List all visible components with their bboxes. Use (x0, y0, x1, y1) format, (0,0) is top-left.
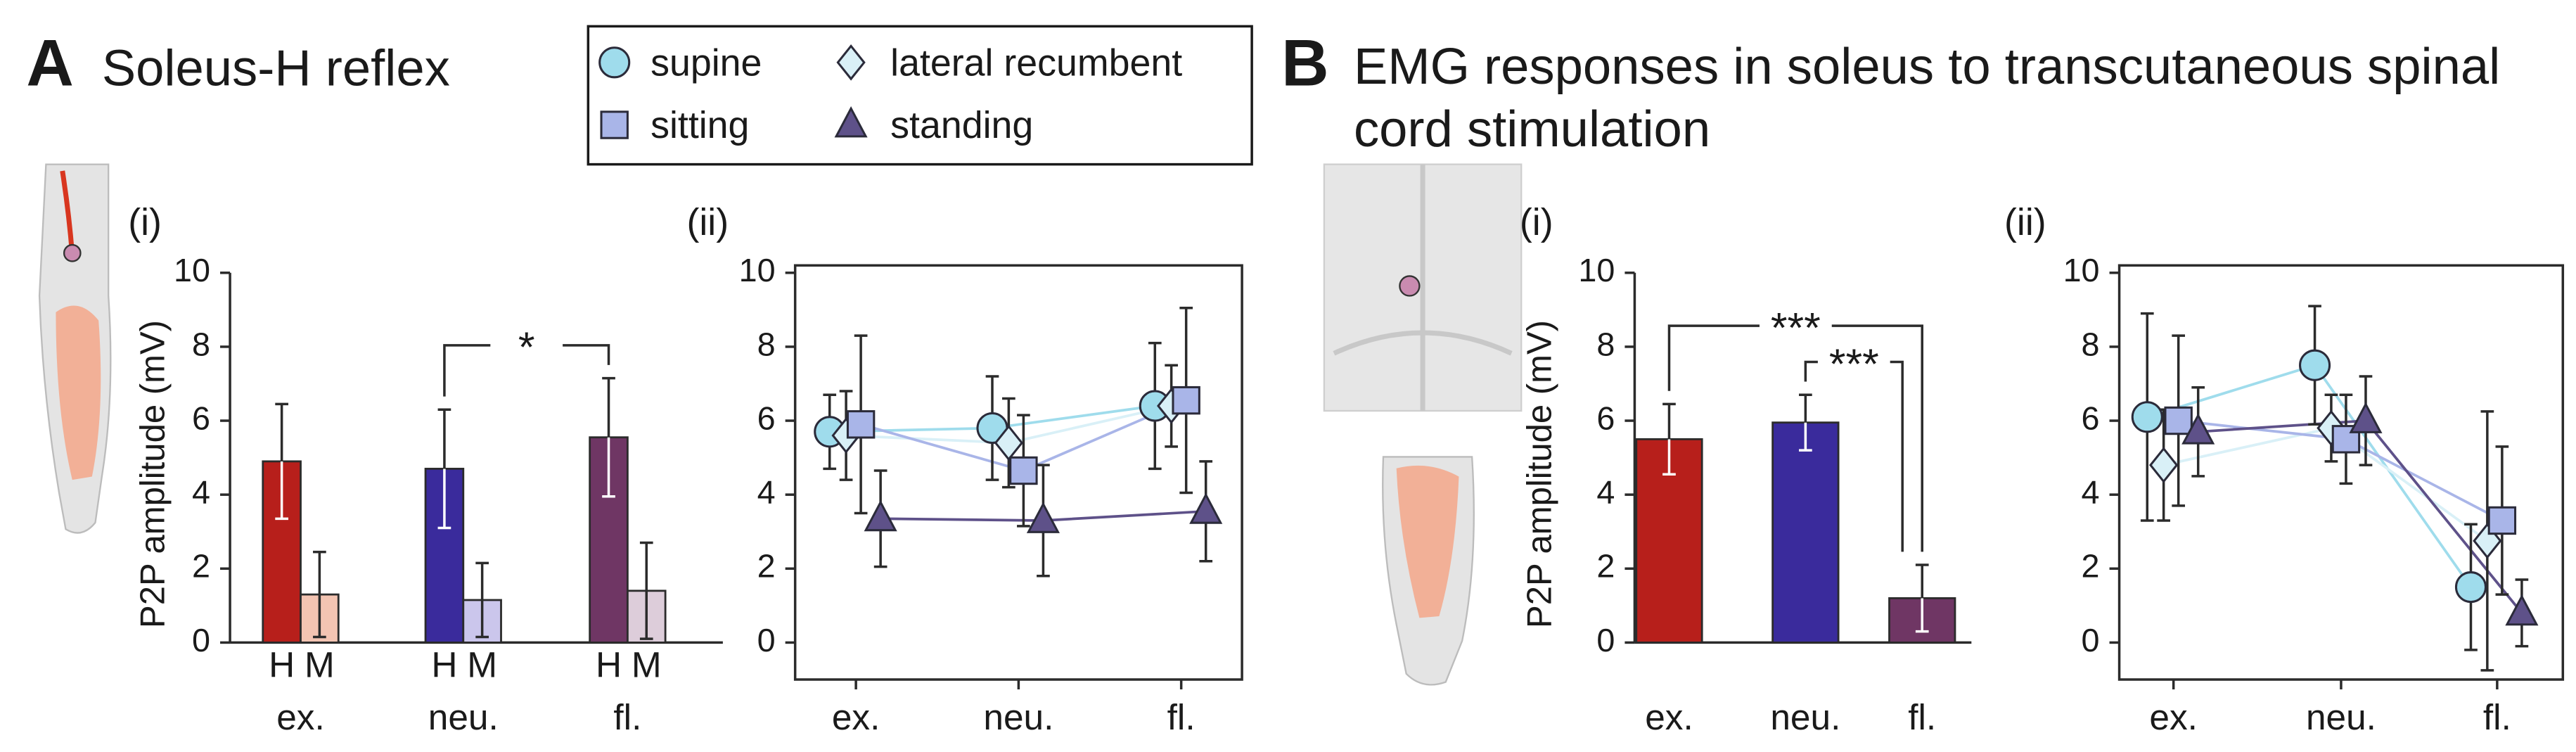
legend-box (587, 25, 1253, 166)
subpanel-label: (ii) (2004, 201, 2046, 243)
significance-bg (1817, 348, 1890, 376)
marker-triangle (1189, 492, 1223, 524)
x-tick-label: fl. (1908, 696, 1936, 737)
bar-series-label: H (596, 644, 622, 684)
marker-circle (2299, 349, 2331, 381)
panel-letter: B (1281, 25, 1328, 99)
y-tick-label: 2 (1596, 548, 1615, 585)
marker-circle (2454, 571, 2487, 604)
y-tick-label: 4 (1596, 474, 1615, 511)
y-tick-label: 4 (757, 474, 776, 511)
subpanel-label: (i) (128, 201, 162, 243)
leg-illustration (1382, 456, 1475, 686)
legend-marker (598, 46, 631, 79)
legend-label: lateral recumbent (890, 42, 1182, 84)
y-tick-label: 6 (1596, 400, 1615, 436)
x-tick-label: fl. (2483, 696, 2511, 737)
subpanel-label: (ii) (686, 201, 729, 243)
x-tick-label: fl. (613, 696, 641, 737)
y-tick-label: 8 (757, 326, 776, 362)
significance-label: *** (1771, 303, 1821, 351)
y-tick-label: 0 (1596, 622, 1615, 658)
x-tick-label: ex. (832, 696, 880, 737)
significance-bg (490, 332, 563, 359)
y-tick-label: 8 (2082, 326, 2100, 362)
bar-series-label: H (431, 644, 457, 684)
legend-label: supine (651, 42, 762, 84)
marker-triangle (2505, 594, 2539, 626)
marker-square (846, 410, 876, 439)
y-tick-label: 2 (2082, 548, 2100, 585)
y-tick-label: 8 (192, 326, 210, 362)
x-tick-label: neu. (428, 696, 499, 737)
legend-marker (836, 44, 866, 81)
marker-triangle (864, 499, 897, 532)
y-tick-label: 10 (739, 252, 776, 288)
y-tick-label: 4 (2082, 474, 2100, 511)
panel-title-box: EMG responses in soleus to transcutaneou… (1353, 37, 2501, 158)
panel-title: Soleus-H reflex (102, 39, 450, 96)
significance-label: *** (1829, 340, 1879, 388)
subpanel-label: (i) (1520, 201, 1553, 243)
y-tick-label: 6 (2082, 400, 2100, 436)
series-line (2163, 426, 2488, 542)
x-tick-label: neu. (2306, 696, 2376, 737)
marker-triangle (2349, 402, 2383, 433)
y-tick-label: 10 (1578, 252, 1615, 288)
bar-series-label: H (269, 644, 295, 684)
y-tick-label: 2 (192, 548, 210, 585)
marker-triangle (2181, 413, 2215, 445)
bar-series-label: M (632, 644, 662, 684)
significance-label: * (518, 323, 535, 371)
x-tick-label: ex. (2149, 696, 2198, 737)
y-tick-label: 2 (757, 548, 776, 585)
marker-diamond (994, 424, 1023, 461)
legend-label: sitting (651, 104, 749, 146)
y-tick-label: 0 (192, 622, 210, 658)
legend-marker (600, 110, 629, 139)
marker-square (1009, 456, 1038, 485)
y-tick-label: 8 (1596, 326, 1615, 362)
x-tick-label: neu. (1770, 696, 1840, 737)
y-tick-label: 6 (192, 400, 210, 436)
torso-illustration (1323, 163, 1523, 412)
y-axis-label: P2P amplitude (mV) (134, 320, 172, 628)
legend-marker (834, 106, 868, 138)
marker-square (2487, 506, 2517, 535)
legend-label: standing (890, 104, 1033, 146)
bar (1771, 421, 1840, 644)
y-tick-label: 10 (2063, 252, 2100, 288)
x-tick-label: neu. (983, 696, 1053, 737)
bar (262, 460, 302, 644)
marker-square (2164, 406, 2193, 435)
bar-series-label: M (305, 644, 335, 684)
marker-circle (2131, 401, 2163, 433)
plot-frame (2117, 264, 2565, 681)
panel-letter: A (26, 25, 73, 99)
marker-triangle (1026, 502, 1060, 533)
y-tick-label: 0 (757, 622, 776, 658)
panel-title: EMG responses in soleus to transcutaneou… (1353, 37, 2501, 158)
y-axis-label: P2P amplitude (mV) (1520, 320, 1558, 628)
y-tick-label: 0 (2082, 622, 2100, 658)
y-tick-label: 4 (192, 474, 210, 511)
x-tick-label: ex. (1645, 696, 1693, 737)
bar-series-label: M (467, 644, 497, 684)
marker-diamond (2149, 447, 2179, 483)
marker-square (1172, 385, 1200, 415)
leg-illustration (38, 163, 112, 534)
x-tick-label: fl. (1167, 696, 1196, 737)
x-tick-label: ex. (276, 696, 325, 737)
y-tick-label: 6 (757, 400, 776, 436)
significance-bg (1759, 312, 1832, 339)
y-tick-label: 10 (174, 252, 210, 288)
